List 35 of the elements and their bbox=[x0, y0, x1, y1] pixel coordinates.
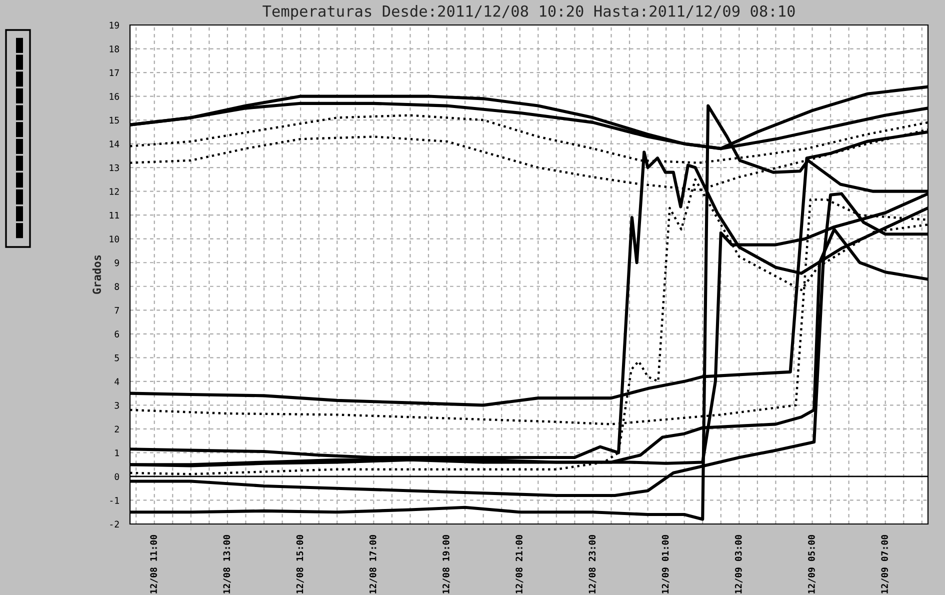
y-tick-label: 17 bbox=[110, 69, 119, 76]
y-tick-label: 6 bbox=[114, 330, 119, 338]
x-tick-label: 12/09 07:00 bbox=[881, 534, 889, 594]
y-tick-label: 14 bbox=[110, 140, 120, 148]
y-tick-label: 8 bbox=[114, 283, 120, 290]
y-tick-label: 2 bbox=[114, 426, 119, 432]
x-tick-label: 12/08 11:00 bbox=[150, 534, 158, 594]
y-tick-label: -1 bbox=[110, 497, 119, 504]
y-tick-label: 1 bbox=[115, 450, 119, 456]
y-tick-label: 16 bbox=[110, 93, 119, 100]
x-tick-label: 12/08 13:00 bbox=[223, 534, 231, 594]
y-tick-label: 4 bbox=[114, 378, 120, 385]
y-tick-label: 9 bbox=[114, 259, 119, 266]
x-tick-label: 12/08 23:00 bbox=[588, 534, 596, 594]
y-tick-label: 15 bbox=[110, 116, 119, 124]
y-axis-title: Grados bbox=[92, 255, 102, 294]
y-tick-label: 18 bbox=[110, 46, 120, 52]
x-tick-label: 12/09 03:00 bbox=[734, 534, 742, 594]
x-tick-label: 12/08 19:00 bbox=[442, 534, 450, 594]
y-tick-label: 3 bbox=[114, 402, 119, 409]
y-tick-label: 7 bbox=[114, 307, 119, 314]
y-tick-label: 12 bbox=[110, 188, 119, 195]
y-tick-label: 13 bbox=[110, 164, 119, 172]
x-tick-label: 12/09 05:00 bbox=[808, 534, 816, 594]
chart-title: Temperaturas Desde:2011/12/08 10:20 Hasta:2011/12/09 08:10 bbox=[262, 5, 795, 20]
y-tick-label: -2 bbox=[110, 520, 119, 528]
x-tick-label: 12/09 01:00 bbox=[662, 534, 670, 594]
y-tick-label: 10 bbox=[110, 236, 119, 242]
x-tick-label: 12/08 15:00 bbox=[296, 534, 304, 594]
y-tick-label: 5 bbox=[114, 354, 119, 362]
x-tick-label: 12/08 21:00 bbox=[516, 534, 524, 594]
y-tick-label: 11 bbox=[110, 212, 119, 219]
y-tick-label: 0 bbox=[114, 473, 119, 480]
x-tick-label: 12/08 17:00 bbox=[369, 534, 377, 594]
y-tick-label: 19 bbox=[110, 22, 119, 29]
